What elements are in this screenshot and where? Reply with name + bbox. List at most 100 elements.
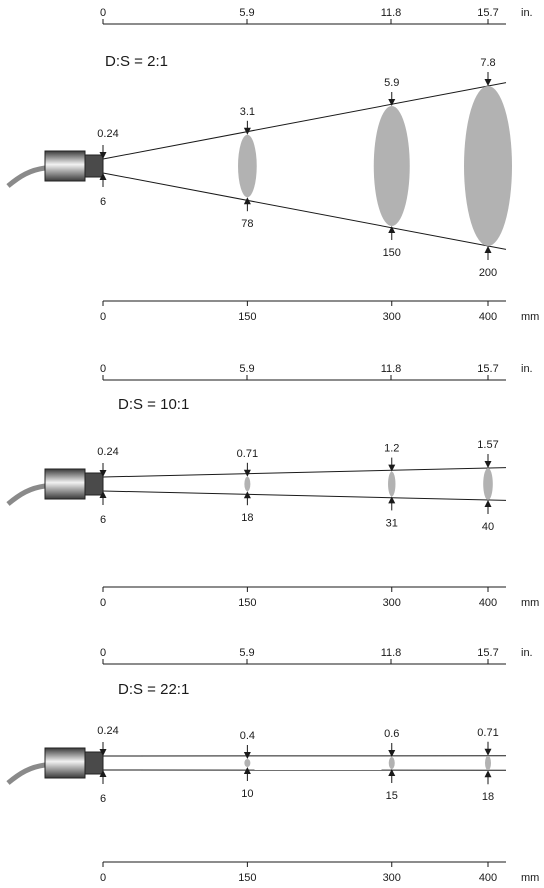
spot-size-mm-label: 150 [383,247,401,259]
inch-tick-label: 5.9 [239,7,254,19]
inch-axis: 0 5.9 11.8 15.7 in. [100,7,533,25]
origin-bottom-arrow [99,770,107,777]
mm-tick-label: 0 [100,872,106,884]
spot-top-arrow [388,99,396,106]
inch-tick-label: 15.7 [477,363,498,375]
spot-bottom-arrow [243,767,251,774]
inch-unit-label: in. [521,363,533,375]
origin-inch-label: 0.24 [97,725,118,737]
mm-tick-label: 400 [479,872,497,884]
mm-tick-label: 400 [479,597,497,609]
origin-top-arrow [99,470,107,477]
inch-tick-label: 0 [100,7,106,19]
sensor-body [44,747,86,779]
mm-axis: 0 150 300 400 mm [100,861,539,884]
spot-size-inch-label: 0.71 [237,448,258,460]
spot-size-mm-label: 18 [241,512,253,524]
sensor-tip [84,154,104,178]
mm-tick-label: 300 [383,872,401,884]
mm-tick-label: 400 [479,311,497,323]
spot-ellipse [238,134,257,198]
beam-lower-edge [102,172,507,250]
inch-tick-label: 11.8 [381,647,402,659]
origin-mm-label: 6 [100,196,106,208]
spot-size-mm-label: 31 [386,517,398,529]
origin-bottom-arrow [99,491,107,498]
spot-ellipse [464,86,512,246]
panel-1: 0 5.9 11.8 15.7 in. 0 150 300 400 mm D:S = 2:1 3.1 7… [6,7,539,323]
origin-bottom-arrow [99,173,107,180]
spot-bottom-arrow [388,769,396,776]
sensor-icon [6,468,104,506]
spot-bottom-arrow [243,197,251,205]
origin-top-arrow [99,749,107,756]
spot-ellipse [244,476,251,492]
beam-upper-edge [102,82,507,160]
mm-tick-label: 300 [383,311,401,323]
spot-size-inch-label: 1.57 [477,439,498,451]
mm-axis: 0 150 300 400 mm [100,300,539,323]
spot-bottom-arrow [484,500,492,507]
spot-size-mm-label: 15 [386,790,398,802]
inch-tick-label: 5.9 [239,647,254,659]
inch-tick-label: 0 [100,363,106,375]
spot-top-arrow [243,752,251,759]
spot-size-mm-label: 18 [482,791,494,803]
inch-unit-label: in. [521,647,533,659]
spot-ellipse [483,468,493,500]
mm-tick-label: 300 [383,597,401,609]
ratio-title: D:S = 2:1 [105,53,168,70]
spot-top-arrow [484,461,492,468]
spot-size-mm-label: 200 [479,267,497,279]
spot-ellipse [485,755,491,771]
sensor-icon [6,150,104,188]
sensor-body [44,150,86,182]
spot-bottom-arrow [484,246,492,253]
inch-tick-label: 15.7 [477,7,498,19]
inch-tick-label: 0 [100,647,106,659]
ratio-title: D:S = 22:1 [118,681,189,698]
origin-inch-label: 0.24 [97,128,118,140]
spot-size-inch-label: 0.71 [477,727,498,739]
sensor-cable [6,165,46,188]
sensor-tip [84,472,104,496]
panel-2: 0 5.9 11.8 15.7 in. 0 150 300 400 mm D:S = 10:1 0.7… [6,363,539,609]
inch-tick-label: 15.7 [477,647,498,659]
inch-tick-label: 11.8 [381,363,402,375]
sensor-tip [84,751,104,775]
spot-size-inch-label: 3.1 [240,106,255,118]
spot-size-inch-label: 0.6 [384,728,399,740]
sensor-cable [6,483,46,506]
spot-top-arrow [484,79,492,86]
spot-top-arrow [388,750,396,757]
spot-size-inch-label: 5.9 [384,77,399,89]
origin-inch-label: 0.24 [97,446,118,458]
spot-top-arrow [243,127,251,135]
inch-axis: 0 5.9 11.8 15.7 in. [100,647,533,665]
mm-tick-label: 150 [238,311,256,323]
origin-top-arrow [99,152,107,159]
ratio-title: D:S = 10:1 [118,396,189,413]
spot-bottom-arrow [243,491,251,499]
origin-mm-label: 6 [100,793,106,805]
mm-unit-label: mm [521,311,539,323]
mm-tick-label: 0 [100,597,106,609]
spot-size-mm-label: 78 [241,218,253,230]
spot-ellipse [373,106,410,226]
sensor-cable [6,762,46,785]
beam-upper-edge [102,467,507,478]
mm-axis: 0 150 300 400 mm [100,586,539,609]
spot-top-arrow [484,748,492,756]
spot-top-arrow [243,469,251,477]
mm-unit-label: mm [521,872,539,884]
sensor-body [44,468,86,500]
inch-axis: 0 5.9 11.8 15.7 in. [100,363,533,381]
spot-bottom-arrow [484,770,492,778]
spot-top-arrow [388,464,396,472]
mm-tick-label: 0 [100,311,106,323]
spot-bottom-arrow [388,226,396,233]
spot-ellipse [388,757,395,769]
spot-size-mm-label: 40 [482,521,494,533]
spot-size-inch-label: 7.8 [480,57,495,69]
